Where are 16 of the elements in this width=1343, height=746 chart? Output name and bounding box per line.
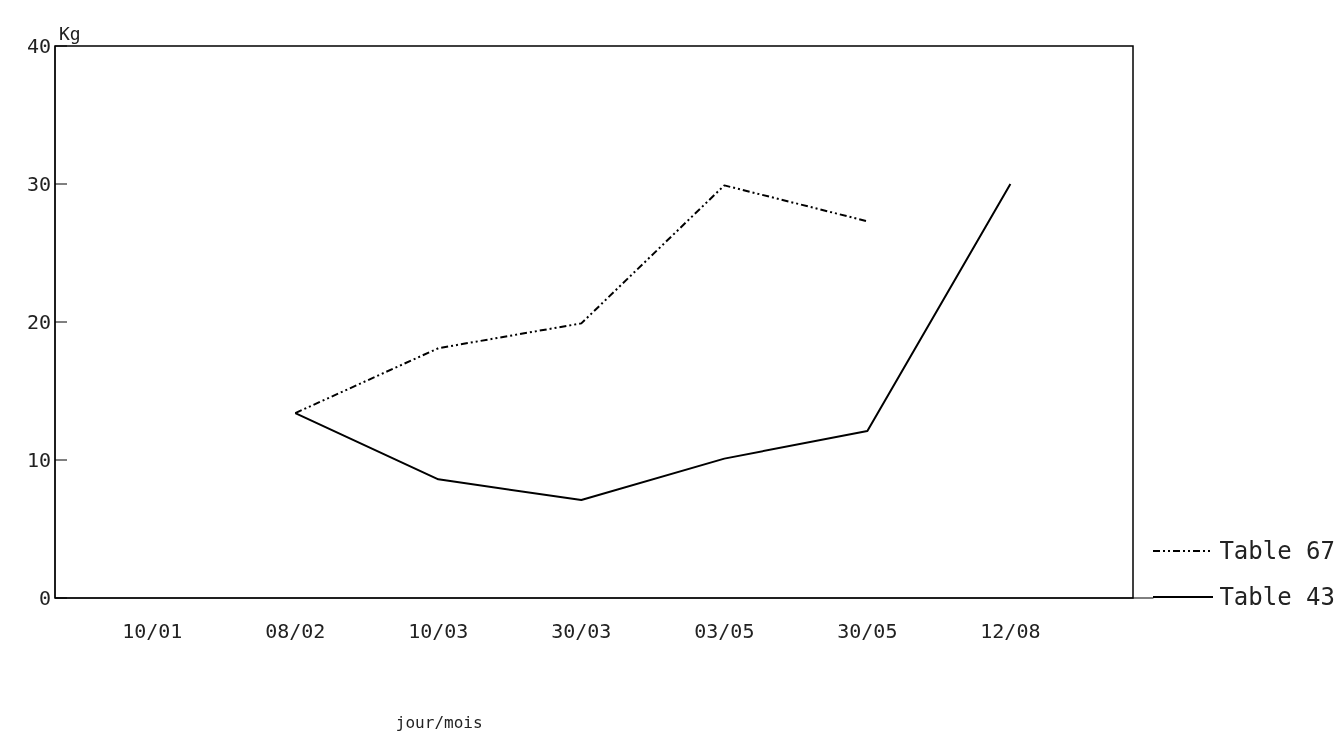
- x-tick-label: 30/03: [551, 619, 612, 644]
- x-axis-title: jour/mois: [395, 713, 483, 732]
- y-tick-label: 40: [26, 34, 51, 59]
- y-tick-label: 0: [38, 586, 51, 611]
- x-tick-label: 12/08: [980, 619, 1041, 644]
- y-axis-title: Kg: [59, 23, 81, 44]
- legend-label: Table 67: [1219, 537, 1335, 565]
- x-tick-label: 10/03: [408, 619, 469, 644]
- y-tick-label: 30: [26, 172, 51, 197]
- y-tick-label: 10: [26, 448, 51, 473]
- x-tick-label: 30/05: [837, 619, 898, 644]
- legend-label: Table 43: [1219, 583, 1335, 611]
- x-tick-label: 03/05: [694, 619, 755, 644]
- y-tick-label: 20: [26, 310, 51, 335]
- x-tick-label: 10/01: [122, 619, 183, 644]
- x-tick-label: 08/02: [265, 619, 326, 644]
